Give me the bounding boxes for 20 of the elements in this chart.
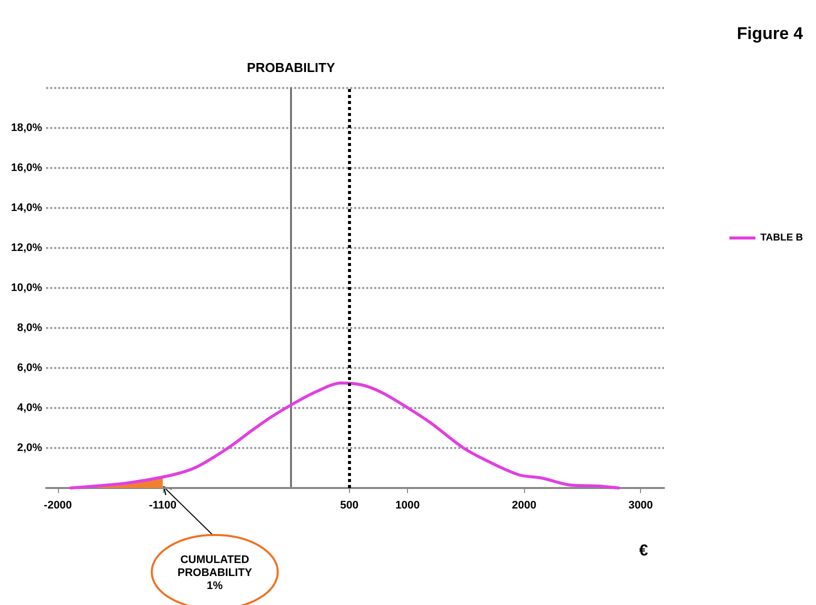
x-tick-label: 3000 [628, 500, 653, 512]
y-tick-label: 4,0% [17, 402, 42, 414]
y-tick-label: 6,0% [17, 362, 42, 374]
x-tick-label: -1100 [148, 500, 177, 512]
y-tick-label: 16,0% [10, 162, 42, 174]
text: Figure 4 [736, 24, 804, 43]
x-axis-title: € [639, 542, 648, 560]
y-axis-title: PROBABILITY [246, 60, 336, 75]
y-tick-label: 10,0% [10, 282, 42, 294]
legend-label: TABLE B [760, 232, 804, 244]
y-tick-label: 14,0% [10, 202, 42, 214]
y-tick-label: 18,0% [10, 122, 42, 134]
y-tick-label: 8,0% [17, 322, 42, 334]
x-tick-label: 2000 [512, 500, 536, 512]
x-tick-label: 1000 [395, 500, 420, 512]
y-tick-label: 2,0% [17, 442, 42, 454]
x-tick-label: -2000 [44, 500, 72, 512]
text: CUMULATED PROBABILITY 1% [177, 554, 253, 592]
x-tick-label: 500 [340, 500, 358, 512]
y-tick-label: 12,0% [10, 242, 42, 254]
